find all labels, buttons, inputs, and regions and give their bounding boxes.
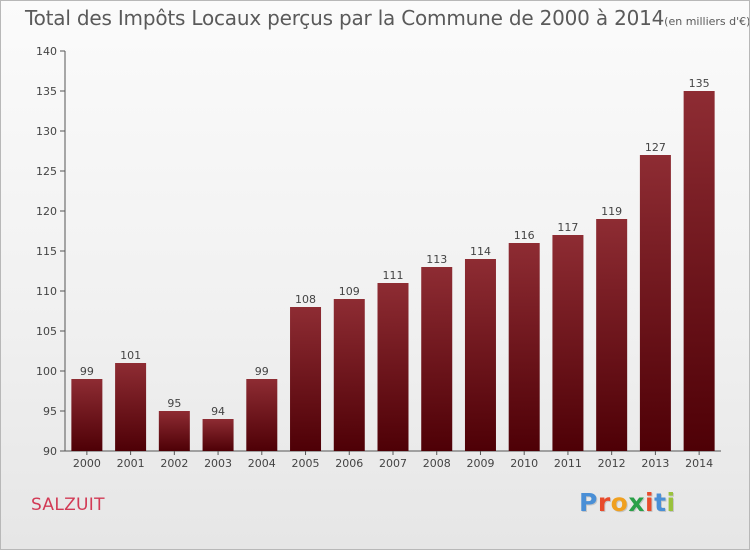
- x-tick-label: 2013: [641, 457, 669, 470]
- bar: [464, 259, 496, 451]
- logo-letter: x: [628, 488, 645, 517]
- data-label: 113: [426, 253, 447, 266]
- x-tick-label: 2001: [117, 457, 145, 470]
- data-label: 99: [255, 365, 269, 378]
- data-label: 101: [120, 349, 141, 362]
- x-tick-label: 2007: [379, 457, 407, 470]
- bar: [596, 219, 628, 451]
- chart-unit: (en milliers d'€): [664, 15, 750, 28]
- logo-letter: t: [654, 488, 667, 517]
- x-tick-label: 2004: [248, 457, 276, 470]
- data-label: 111: [383, 269, 404, 282]
- x-tick-label: 2010: [510, 457, 538, 470]
- bar: [333, 299, 365, 451]
- y-tick-label: 105: [36, 325, 57, 338]
- bar: [508, 243, 540, 451]
- data-label: 127: [645, 141, 666, 154]
- logo-letter: r: [597, 488, 611, 517]
- data-label: 114: [470, 245, 491, 258]
- bar: [202, 419, 234, 451]
- bar: [158, 411, 190, 451]
- logo-letter: i: [666, 488, 676, 517]
- x-tick-label: 2006: [335, 457, 363, 470]
- value-labels: 99 101 95 94 99 108 109 111 113 114 116 117 119 127 13…: [80, 77, 710, 418]
- bar: [246, 379, 278, 451]
- bar: [421, 267, 453, 451]
- bar: [71, 379, 103, 451]
- y-tick-label: 110: [36, 285, 57, 298]
- data-label: 94: [211, 405, 225, 418]
- y-tick-label: 130: [36, 125, 57, 138]
- data-label: 116: [514, 229, 535, 242]
- y-tick-label: 90: [43, 445, 57, 458]
- logo-letter: i: [645, 488, 655, 517]
- axes: 90 95 100 105 110 115 120 125 130 135 140 2000 2001 2…: [36, 45, 721, 470]
- bar: [683, 91, 715, 451]
- y-tick-label: 95: [43, 405, 57, 418]
- bars: [71, 91, 715, 451]
- chart-title: Total des Impôts Locaux perçus par la Co…: [25, 6, 665, 30]
- x-tick-label: 2003: [204, 457, 232, 470]
- bar: [377, 283, 409, 451]
- x-tick-label: 2014: [685, 457, 713, 470]
- x-tick-label: 2012: [598, 457, 626, 470]
- data-label: 95: [167, 397, 181, 410]
- x-tick-label: 2011: [554, 457, 582, 470]
- y-tick-label: 115: [36, 245, 57, 258]
- y-tick-label: 100: [36, 365, 57, 378]
- bar: [115, 363, 147, 451]
- x-tick-label: 2005: [292, 457, 320, 470]
- y-tick-label: 140: [36, 45, 57, 58]
- data-label: 109: [339, 285, 360, 298]
- x-tick-label: 2008: [423, 457, 451, 470]
- x-tick-label: 2000: [73, 457, 101, 470]
- logo-letter: P: [579, 488, 598, 517]
- chart-title-block: Total des Impôts Locaux perçus par la Co…: [25, 6, 750, 30]
- bar: [552, 235, 584, 451]
- y-tick-label: 125: [36, 165, 57, 178]
- commune-name: SALZUIT: [31, 495, 105, 515]
- y-tick-label: 120: [36, 205, 57, 218]
- x-tick-label: 2009: [466, 457, 494, 470]
- data-label: 99: [80, 365, 94, 378]
- data-label: 108: [295, 293, 316, 306]
- bar: [639, 155, 671, 451]
- data-label: 117: [557, 221, 578, 234]
- y-tick-label: 135: [36, 85, 57, 98]
- bar: [290, 307, 322, 451]
- x-tick-label: 2002: [160, 457, 188, 470]
- data-label: 135: [689, 77, 710, 90]
- proxiti-logo[interactable]: Proxiti: [579, 488, 676, 517]
- logo-letter: o: [610, 488, 629, 517]
- data-label: 119: [601, 205, 622, 218]
